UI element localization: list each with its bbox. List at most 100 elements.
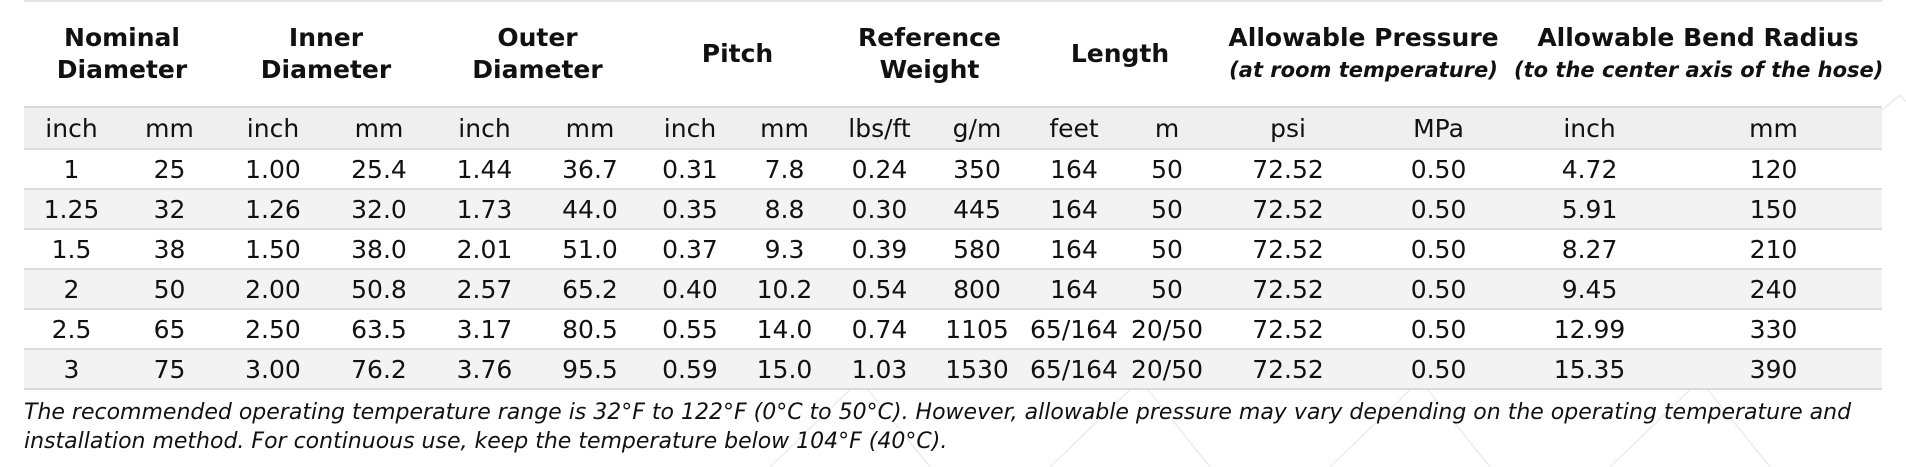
unit-cell: inch: [220, 106, 326, 149]
unit-cell: mm: [1665, 106, 1883, 149]
table-cell: 2.50: [220, 308, 326, 349]
unit-cell: mm: [326, 106, 432, 149]
unit-cell: inch: [432, 106, 537, 149]
unit-cell: g/m: [927, 106, 1027, 149]
table-cell: 9.3: [737, 228, 832, 269]
table-cell: 1.44: [432, 148, 537, 189]
table-cell: 72.52: [1213, 148, 1364, 189]
table-cell: 1530: [927, 348, 1027, 390]
table-cell: 3: [24, 348, 119, 390]
table-body: 1 25 1.00 25.4 1.44 36.7 0.31 7.8 0.24 350 164 50 72…: [24, 148, 1883, 390]
table-cell: 25.4: [326, 148, 432, 189]
table-cell: 0.50: [1363, 228, 1515, 269]
header-inner-diameter: Inner Diameter: [260, 23, 392, 84]
table-cell: 20/50: [1121, 348, 1214, 390]
table-cell: 0.59: [643, 348, 737, 390]
table-cell: 1.25: [24, 188, 119, 229]
table-cell: 50.8: [326, 268, 432, 309]
table-cell: 72.52: [1213, 228, 1364, 269]
unit-cell: inch: [643, 106, 737, 149]
table-cell: 210: [1665, 228, 1883, 269]
group-header-row: Nominal Diameter Inner Diameter Outer Di…: [24, 2, 1882, 107]
table-cell: 0.50: [1363, 148, 1515, 189]
table-row: 1.25 32 1.26 32.0 1.73 44.0 0.35 8.8 0.30 445 164 5…: [24, 188, 1883, 229]
table-row: 2 50 2.00 50.8 2.57 65.2 0.40 10.2 0.54 800 164 50 7…: [24, 268, 1883, 309]
table-cell: 164: [1027, 228, 1121, 269]
table-cell: 25: [119, 148, 220, 189]
table-cell: 14.0: [737, 308, 832, 349]
table-cell: 390: [1665, 348, 1883, 390]
header-pitch: Pitch: [701, 39, 774, 68]
table-cell: 3.17: [432, 308, 537, 349]
table-cell: 330: [1665, 308, 1883, 349]
table-cell: 350: [927, 148, 1027, 189]
table-cell: 72.52: [1213, 268, 1364, 309]
table-cell: 50: [1121, 228, 1214, 269]
table-cell: 72.52: [1213, 308, 1364, 349]
table-cell: 2.00: [220, 268, 326, 309]
table-cell: 50: [1121, 188, 1214, 229]
spec-table-container: Nominal Diameter Inner Diameter Outer Di…: [24, 0, 1883, 456]
table-cell: 1.5: [24, 228, 119, 269]
unit-cell: psi: [1213, 106, 1364, 149]
top-rule: [24, 0, 1882, 2]
table-cell: 3.76: [432, 348, 537, 390]
table-cell: 0.30: [832, 188, 927, 229]
table-cell: 65/164: [1027, 348, 1121, 390]
table-cell: 15.0: [737, 348, 832, 390]
table-cell: 1.00: [220, 148, 326, 189]
table-cell: 65: [119, 308, 220, 349]
table-cell: 0.31: [643, 148, 737, 189]
table-cell: 4.72: [1514, 148, 1666, 189]
table-cell: 7.8: [737, 148, 832, 189]
header-allowable-bend-radius: Allowable Bend Radius (to the center axi…: [1514, 2, 1882, 107]
table-cell: 164: [1027, 148, 1121, 189]
header-reference-weight: Reference Weight: [858, 23, 1001, 84]
unit-cell: inch: [1514, 106, 1666, 149]
table-cell: 8.8: [737, 188, 832, 229]
table-cell: 0.40: [643, 268, 737, 309]
footnote: The recommended operating temperature ra…: [24, 400, 1852, 454]
table-cell: 8.27: [1514, 228, 1666, 269]
table-cell: 2.01: [432, 228, 537, 269]
header-outer-diameter: Outer Diameter: [472, 23, 603, 84]
hose-spec-table: Nominal Diameter Inner Diameter Outer Di…: [24, 2, 1883, 390]
table-cell: 65.2: [537, 268, 643, 309]
table-row: 1 25 1.00 25.4 1.44 36.7 0.31 7.8 0.24 350 164 50 72…: [24, 148, 1883, 189]
table-cell: 150: [1665, 188, 1883, 229]
table-cell: 1105: [927, 308, 1027, 349]
table-cell: 120: [1665, 148, 1883, 189]
table-cell: 32.0: [326, 188, 432, 229]
table-cell: 72.52: [1213, 348, 1364, 390]
table-cell: 75: [119, 348, 220, 390]
table-cell: 164: [1027, 188, 1121, 229]
table-cell: 0.50: [1363, 348, 1515, 390]
unit-cell: feet: [1027, 106, 1121, 149]
unit-cell: inch: [24, 106, 119, 149]
unit-cell: mm: [119, 106, 220, 149]
table-cell: 2.57: [432, 268, 537, 309]
table-cell: 164: [1027, 268, 1121, 309]
table-cell: 51.0: [537, 228, 643, 269]
table-cell: 0.50: [1363, 268, 1515, 309]
table-cell: 1.73: [432, 188, 537, 229]
table-cell: 76.2: [326, 348, 432, 390]
unit-cell: mm: [737, 106, 832, 149]
table-cell: 63.5: [326, 308, 432, 349]
table-cell: 0.54: [832, 268, 927, 309]
table-cell: 38: [119, 228, 220, 269]
table-row: 3 75 3.00 76.2 3.76 95.5 0.59 15.0 1.03 1530 65/16…: [24, 348, 1883, 390]
table-cell: 80.5: [537, 308, 643, 349]
table-cell: 44.0: [537, 188, 643, 229]
table-cell: 95.5: [537, 348, 643, 390]
table-cell: 2.5: [24, 308, 119, 349]
table-cell: 72.52: [1213, 188, 1364, 229]
unit-cell: m: [1121, 106, 1214, 149]
table-cell: 10.2: [737, 268, 832, 309]
table-cell: 1.03: [832, 348, 927, 390]
table-cell: 5.91: [1514, 188, 1666, 229]
table-cell: 0.39: [832, 228, 927, 269]
table-cell: 15.35: [1514, 348, 1666, 390]
table-cell: 20/50: [1121, 308, 1214, 349]
table-row: 2.5 65 2.50 63.5 3.17 80.5 0.55 14.0 0.74 1105 65/…: [24, 308, 1883, 349]
